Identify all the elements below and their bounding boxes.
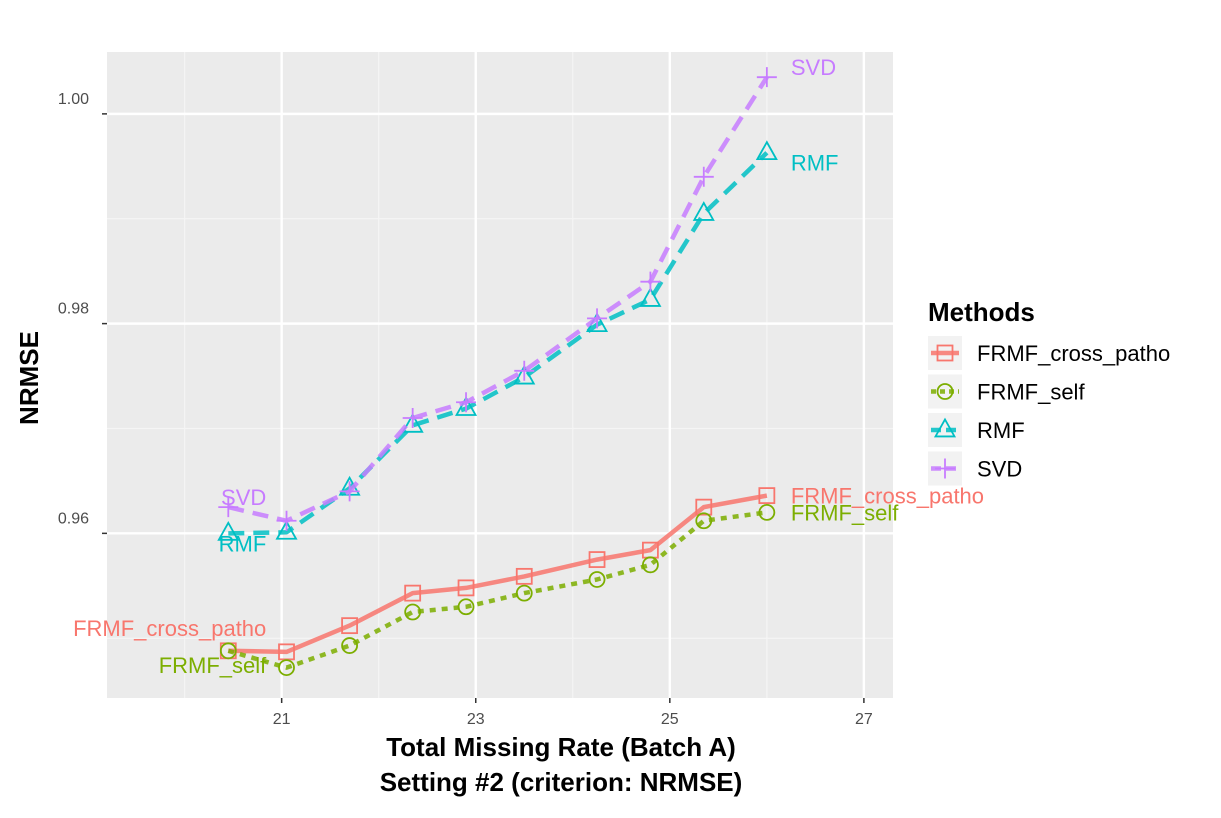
series-end-label: SVD (791, 55, 836, 80)
x-tick-label: 21 (273, 711, 291, 728)
data-point (515, 567, 533, 585)
series-start-label: FRMF_self (159, 653, 267, 678)
series-end-label: FRMF_cross_patho (791, 484, 984, 509)
data-point (276, 510, 297, 531)
data-point (758, 487, 776, 505)
legend-key-marker (936, 344, 954, 362)
legend: Methods FRMF_cross_patho FRMF_self RMF SVD (928, 297, 1170, 486)
data-point (514, 360, 535, 381)
data-point (401, 412, 424, 433)
legend-item-svd: SVD (928, 451, 1022, 486)
data-point (588, 551, 606, 568)
x-axis-title: Total Missing Rate (Batch A) (386, 732, 736, 762)
series-end-label: RMF (791, 151, 839, 176)
data-point (758, 503, 776, 521)
data-point (513, 364, 536, 385)
data-point (402, 407, 423, 428)
legend-key-marker (933, 417, 957, 438)
x-tick-label: 25 (661, 711, 679, 728)
series-end-label: FRMF_self (791, 500, 899, 525)
series-start-label: FRMF_cross_patho (73, 616, 266, 641)
x-tick-label: 27 (855, 711, 873, 728)
series-start-label: RMF (219, 531, 267, 556)
legend-title: Methods (928, 297, 1035, 327)
data-point (218, 497, 239, 518)
series-layer (217, 67, 778, 676)
y-tick-label: 1.00 (58, 91, 89, 108)
series-line (228, 493, 768, 655)
data-point (217, 520, 240, 541)
axis-ticks (102, 113, 865, 703)
y-axis-title: NRMSE (14, 331, 44, 425)
data-point (692, 201, 715, 221)
legend-key-marker (935, 458, 955, 479)
series-frmf-self (219, 503, 776, 676)
series-svd (218, 67, 777, 531)
data-point (640, 271, 661, 292)
data-point (695, 498, 713, 516)
data-point (695, 512, 713, 530)
series-rmf (217, 140, 778, 541)
data-point (341, 617, 358, 635)
data-point (457, 579, 475, 597)
legend-item-frmf-cross-patho: FRMF_cross_patho (928, 336, 1170, 370)
legend-items: FRMF_cross_patho FRMF_self RMF SVD (928, 336, 1170, 486)
data-point (404, 584, 422, 602)
legend-item-frmf-self: FRMF_self (928, 374, 1085, 409)
data-point (278, 659, 295, 676)
data-point (515, 584, 533, 602)
legend-key-marker (936, 383, 954, 400)
data-point (588, 571, 606, 588)
plot-panel (107, 52, 893, 698)
legend-label: FRMF_cross_patho (977, 341, 1170, 366)
chart-subtitle: Setting #2 (criterion: NRMSE) (380, 767, 743, 797)
x-tick-label: 23 (467, 711, 485, 728)
data-point (587, 308, 608, 329)
data-point (756, 67, 777, 88)
y-axis-tick-labels: 0.96 0.98 1.00 (58, 91, 89, 527)
data-point (693, 166, 714, 187)
data-point (275, 519, 298, 540)
legend-label: SVD (977, 457, 1022, 482)
data-point (404, 603, 422, 621)
data-point (457, 598, 475, 616)
y-tick-label: 0.98 (58, 301, 89, 318)
major-gridlines (107, 52, 893, 698)
data-point (341, 637, 358, 654)
legend-label: RMF (977, 418, 1025, 443)
y-tick-label: 0.96 (58, 510, 89, 527)
data-point (755, 140, 778, 161)
series-line (227, 75, 769, 524)
series-line (228, 151, 769, 536)
legend-item-rmf: RMF (928, 413, 1025, 447)
data-point (642, 556, 659, 574)
data-point (339, 481, 360, 502)
data-point (456, 392, 477, 413)
series-start-label: SVD (221, 485, 266, 510)
data-point (219, 642, 237, 660)
x-axis-tick-labels: 21 23 25 27 (273, 711, 873, 728)
direct-series-labels: FRMF_cross_pathoFRMF_cross_pathoFRMF_sel… (73, 55, 984, 678)
data-point (639, 287, 662, 307)
data-point (455, 396, 478, 416)
legend-label: FRMF_self (977, 380, 1085, 405)
